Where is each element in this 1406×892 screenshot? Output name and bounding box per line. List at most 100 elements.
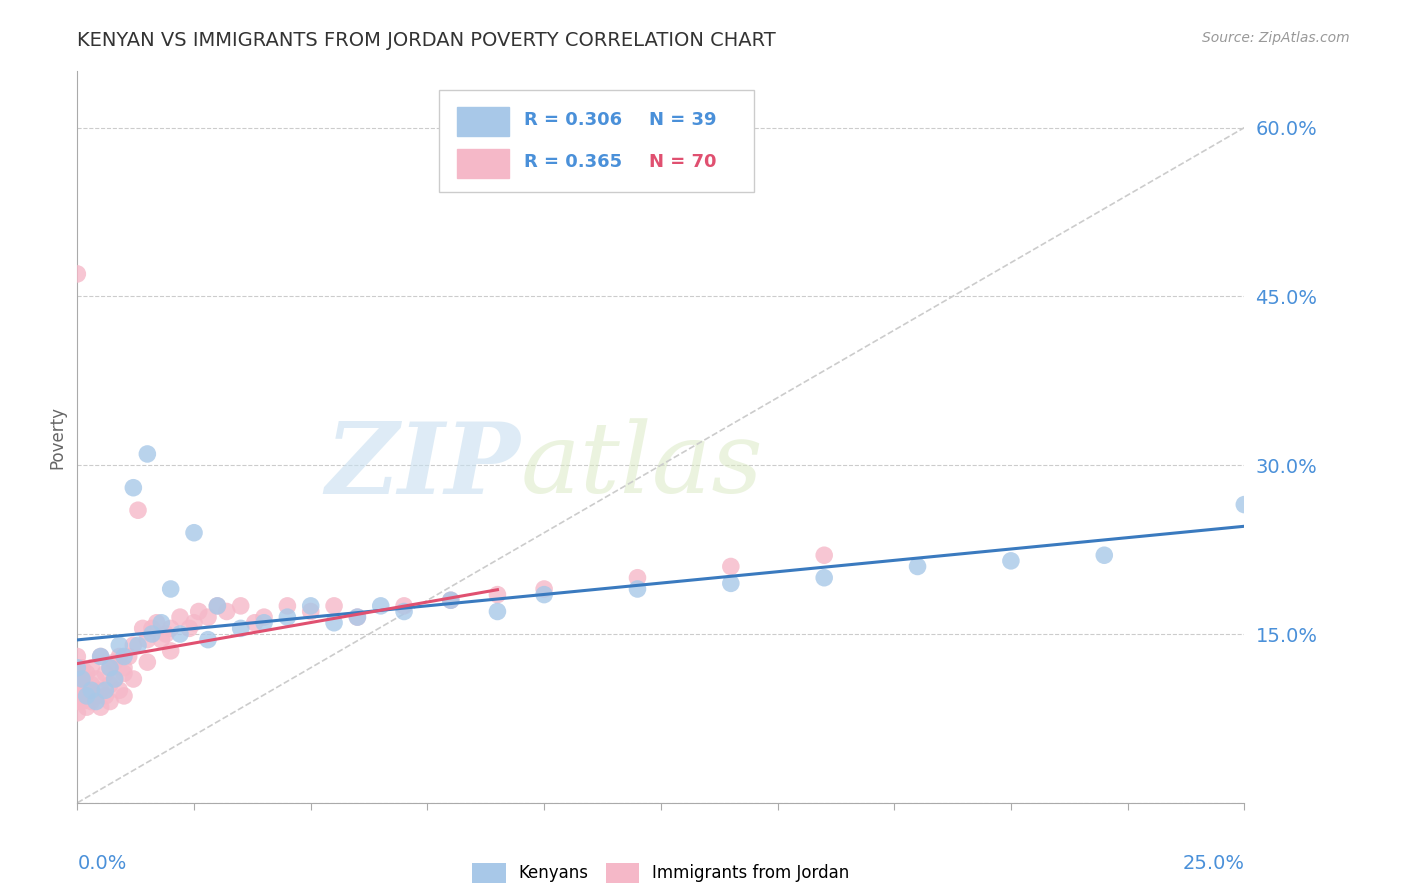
Point xyxy=(323,615,346,630)
Point xyxy=(84,694,107,708)
Point xyxy=(76,700,98,714)
Legend: Kenyans, Immigrants from Jordan: Kenyans, Immigrants from Jordan xyxy=(465,856,856,889)
Point xyxy=(66,694,89,708)
Text: R = 0.306: R = 0.306 xyxy=(524,111,623,129)
Point xyxy=(159,621,181,635)
Point xyxy=(70,694,93,708)
Point xyxy=(720,559,742,574)
Point xyxy=(440,593,463,607)
Point xyxy=(94,683,117,698)
Point xyxy=(183,615,205,630)
Point xyxy=(76,683,98,698)
Point xyxy=(98,694,121,708)
Point xyxy=(104,672,127,686)
Point xyxy=(169,627,191,641)
Point xyxy=(118,649,141,664)
Point xyxy=(127,503,149,517)
Point xyxy=(299,599,322,613)
Point xyxy=(1092,548,1115,562)
Point xyxy=(66,672,89,686)
Text: N = 70: N = 70 xyxy=(650,153,717,170)
Point xyxy=(141,621,163,635)
Point xyxy=(253,615,276,630)
Point xyxy=(486,588,509,602)
Point xyxy=(299,605,322,619)
Y-axis label: Poverty: Poverty xyxy=(48,406,66,468)
Point xyxy=(229,621,252,635)
Point xyxy=(907,559,929,574)
Point xyxy=(187,605,209,619)
Point xyxy=(150,632,173,647)
Text: 0.0%: 0.0% xyxy=(77,854,127,873)
Point xyxy=(720,576,742,591)
Point xyxy=(533,582,555,596)
Point xyxy=(66,661,89,675)
Point xyxy=(66,267,89,281)
Point xyxy=(70,661,93,675)
Point xyxy=(70,672,93,686)
Point xyxy=(122,672,145,686)
Point xyxy=(392,599,415,613)
Point xyxy=(66,689,89,703)
Point xyxy=(813,548,835,562)
Point xyxy=(197,610,219,624)
Text: KENYAN VS IMMIGRANTS FROM JORDAN POVERTY CORRELATION CHART: KENYAN VS IMMIGRANTS FROM JORDAN POVERTY… xyxy=(77,31,776,50)
Point xyxy=(76,666,98,681)
Point xyxy=(229,599,252,613)
Point xyxy=(127,638,149,652)
Point xyxy=(108,638,131,652)
Point xyxy=(108,649,131,664)
Point xyxy=(98,678,121,692)
Point xyxy=(486,605,509,619)
Point xyxy=(80,683,103,698)
Point xyxy=(70,672,93,686)
Point xyxy=(179,621,201,635)
Point xyxy=(131,621,153,635)
Text: Source: ZipAtlas.com: Source: ZipAtlas.com xyxy=(1202,31,1350,45)
Point xyxy=(346,610,368,624)
Point xyxy=(141,627,163,641)
Point xyxy=(112,666,135,681)
Point xyxy=(90,683,112,698)
Point xyxy=(392,605,415,619)
Text: atlas: atlas xyxy=(520,418,763,514)
Point xyxy=(66,678,89,692)
Point xyxy=(136,447,159,461)
Point xyxy=(1233,498,1256,512)
Point xyxy=(207,599,229,613)
Point xyxy=(243,615,266,630)
FancyBboxPatch shape xyxy=(457,149,509,178)
Point xyxy=(183,525,205,540)
Point xyxy=(90,700,112,714)
Point xyxy=(84,672,107,686)
Point xyxy=(108,683,131,698)
Text: 25.0%: 25.0% xyxy=(1182,854,1244,873)
Point xyxy=(150,615,173,630)
Point xyxy=(84,689,107,703)
Point xyxy=(346,610,368,624)
Point xyxy=(112,689,135,703)
Point xyxy=(90,649,112,664)
Point xyxy=(813,571,835,585)
FancyBboxPatch shape xyxy=(439,90,754,192)
Point xyxy=(159,582,181,596)
Text: N = 39: N = 39 xyxy=(650,111,717,129)
Point xyxy=(80,694,103,708)
Point xyxy=(98,661,121,675)
Point xyxy=(90,649,112,664)
Point xyxy=(66,649,89,664)
Point xyxy=(159,644,181,658)
Point xyxy=(276,610,298,624)
Point xyxy=(323,599,346,613)
Point xyxy=(197,632,219,647)
Point xyxy=(80,678,103,692)
Point xyxy=(66,706,89,720)
Text: ZIP: ZIP xyxy=(326,418,520,515)
Point xyxy=(145,615,167,630)
Point xyxy=(276,599,298,613)
Point xyxy=(80,661,103,675)
Point xyxy=(533,588,555,602)
Point xyxy=(207,599,229,613)
Point xyxy=(66,666,89,681)
Point xyxy=(626,571,648,585)
